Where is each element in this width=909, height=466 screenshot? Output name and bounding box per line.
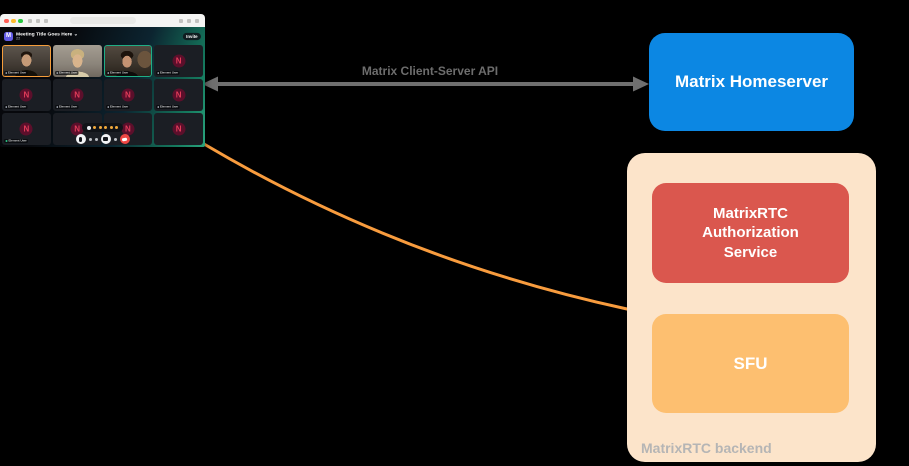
forward-icon[interactable] <box>44 19 48 23</box>
avatar-tile[interactable]: N Element User <box>154 79 203 111</box>
sfu-connector-curve <box>202 142 629 311</box>
client-server-api-label: Matrix Client-Server API <box>361 64 499 78</box>
avatar: N <box>70 88 84 102</box>
element-call-app: M Meeting Title Goes Here ⌄ 22 Invite El… <box>0 27 205 147</box>
invite-button[interactable]: Invite <box>182 32 201 40</box>
participant-name-pill: Element User <box>156 105 180 109</box>
room-avatar: M <box>4 31 13 41</box>
share-icon[interactable] <box>179 19 183 23</box>
avatar: N <box>172 54 186 68</box>
mic-icon <box>157 72 160 74</box>
video-tile[interactable]: Element User <box>2 45 51 77</box>
mic-icon <box>107 72 109 74</box>
avatar-tile[interactable]: N Element User <box>103 79 153 111</box>
participant-name-pill: Element User <box>156 71 180 75</box>
mic-icon <box>157 106 160 108</box>
mic-icon <box>107 106 109 108</box>
hangup-button[interactable] <box>119 134 130 144</box>
sfu-label: SFU <box>733 353 768 373</box>
avatar: N <box>19 88 33 102</box>
call-button-row <box>75 134 130 144</box>
add-tab-icon[interactable] <box>187 19 191 23</box>
cs-api-arrowhead-left <box>202 76 218 92</box>
reaction-dot-icon <box>98 126 102 129</box>
call-controls <box>75 123 130 144</box>
reaction-dot-icon <box>86 125 91 130</box>
matrix-homeserver-box: Matrix Homeserver <box>649 33 854 131</box>
avatar-tile[interactable]: N Element User <box>2 113 51 145</box>
minimize-window-button[interactable] <box>11 18 16 23</box>
mic-icon <box>79 136 82 142</box>
participant-name-pill: Element User <box>105 71 130 75</box>
avatar: N <box>121 122 135 136</box>
mic-icon <box>5 72 7 74</box>
avatar: N <box>121 88 135 102</box>
video-tile[interactable]: Element User <box>52 45 102 77</box>
more-options-icon[interactable] <box>113 137 117 141</box>
participant-name-pill: Element User <box>4 139 29 143</box>
matrixrtc-auth-service-box: MatrixRTC Authorization Service <box>652 183 849 283</box>
participant-name-pill: Element User <box>4 105 28 109</box>
hangup-phone-icon <box>121 137 128 141</box>
mic-icon <box>5 106 7 108</box>
sidebar-toggle-icon[interactable] <box>28 19 32 23</box>
participant-tile-grid: Element User Element User Element User N… <box>0 45 205 147</box>
close-window-button[interactable] <box>4 18 9 23</box>
video-call-browser-window: M Meeting Title Goes Here ⌄ 22 Invite El… <box>0 14 205 147</box>
reaction-bar[interactable] <box>81 123 124 132</box>
avatar-tile[interactable]: N Element User <box>52 79 102 111</box>
matrix-homeserver-label: Matrix Homeserver <box>674 72 829 91</box>
more-options-icon[interactable] <box>88 137 92 141</box>
avatar-tile[interactable]: N Element User <box>2 79 51 111</box>
avatar: N <box>172 122 186 136</box>
address-bar[interactable] <box>69 17 136 24</box>
camera-icon <box>103 137 108 141</box>
camera-toggle-button[interactable] <box>100 134 111 144</box>
participant-name-pill: Element User <box>4 71 28 75</box>
video-tile[interactable]: Element User <box>103 45 153 77</box>
avatar: N <box>172 88 186 102</box>
participant-name-pill: Element User <box>54 105 79 109</box>
speaking-indicator-icon <box>5 140 8 142</box>
reaction-dot-icon <box>115 126 119 129</box>
browser-chrome-bar <box>0 14 205 28</box>
reaction-dot-icon <box>109 126 113 129</box>
zoom-window-button[interactable] <box>18 18 23 23</box>
mic-toggle-button[interactable] <box>75 134 86 144</box>
avatar-tile[interactable]: N <box>154 113 203 145</box>
mic-icon <box>56 72 58 74</box>
avatar: N <box>70 122 84 136</box>
matrixrtc-backend-label: MatrixRTC backend <box>641 440 772 456</box>
sfu-box: SFU <box>652 314 849 413</box>
back-icon[interactable] <box>36 19 40 23</box>
more-options-icon[interactable] <box>94 137 98 141</box>
participant-name-pill: Element User <box>105 105 130 109</box>
room-title[interactable]: Meeting Title Goes Here ⌄ <box>16 31 78 37</box>
avatar: N <box>19 122 33 136</box>
tabs-overview-icon[interactable] <box>195 19 199 23</box>
participant-name-pill: Element User <box>54 71 79 75</box>
reaction-dot-icon <box>104 126 108 129</box>
avatar-tile[interactable]: N Element User <box>154 45 203 77</box>
matrixrtc-auth-service-label: MatrixRTC Authorization Service <box>702 204 799 261</box>
chevron-down-icon: ⌄ <box>73 31 78 37</box>
mic-icon <box>56 106 58 108</box>
room-meta: Meeting Title Goes Here ⌄ 22 <box>16 31 128 41</box>
call-header: M Meeting Title Goes Here ⌄ 22 Invite <box>0 27 205 45</box>
reaction-dot-icon <box>93 126 97 129</box>
participant-count: 22 <box>16 36 21 41</box>
cs-api-arrowhead-right <box>633 76 649 92</box>
